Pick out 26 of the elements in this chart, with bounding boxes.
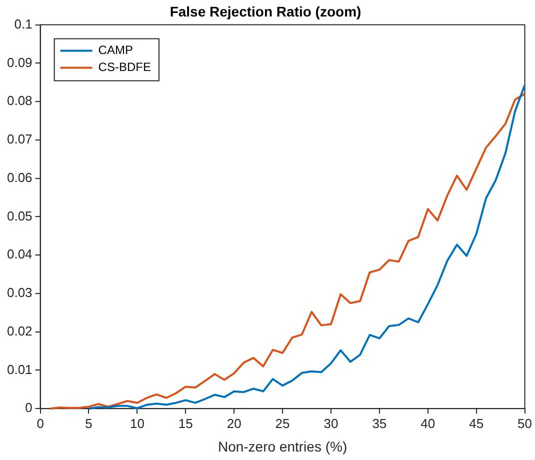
x-tick-label: 50 bbox=[518, 416, 532, 431]
y-tick-label: 0.02 bbox=[6, 323, 32, 338]
y-tick-label: 0.1 bbox=[14, 16, 32, 32]
x-axis-title: Non-zero entries (%) bbox=[218, 438, 348, 454]
y-tick-label: 0 bbox=[25, 400, 32, 416]
y-tick-label: 0.06 bbox=[6, 170, 32, 185]
legend-label: CAMP bbox=[98, 43, 133, 58]
x-tick-label: 20 bbox=[226, 416, 242, 431]
x-tick-label: 10 bbox=[130, 416, 144, 431]
y-tick-label: 0.03 bbox=[6, 285, 32, 300]
y-tick-label: 0.04 bbox=[6, 246, 32, 262]
legend-label: CS-BDFE bbox=[98, 60, 151, 74]
y-tick-label: 0.07 bbox=[6, 132, 32, 147]
x-tick-label: 5 bbox=[85, 416, 92, 431]
x-tick-label: 40 bbox=[420, 416, 436, 431]
x-tick-label: 0 bbox=[36, 416, 44, 431]
x-tick-label: 45 bbox=[469, 416, 484, 431]
y-tick-label: 0.05 bbox=[6, 208, 32, 224]
y-tick-label: 0.09 bbox=[6, 54, 32, 70]
chart-title: False Rejection Ratio (zoom) bbox=[170, 3, 362, 20]
y-tick-label: 0.08 bbox=[6, 93, 32, 108]
x-tick-label: 25 bbox=[275, 416, 290, 431]
x-tick-label: 35 bbox=[372, 416, 387, 431]
y-tick-label: 0.01 bbox=[6, 362, 32, 377]
x-tick-label: 30 bbox=[324, 416, 338, 431]
x-tick-label: 15 bbox=[178, 416, 193, 431]
